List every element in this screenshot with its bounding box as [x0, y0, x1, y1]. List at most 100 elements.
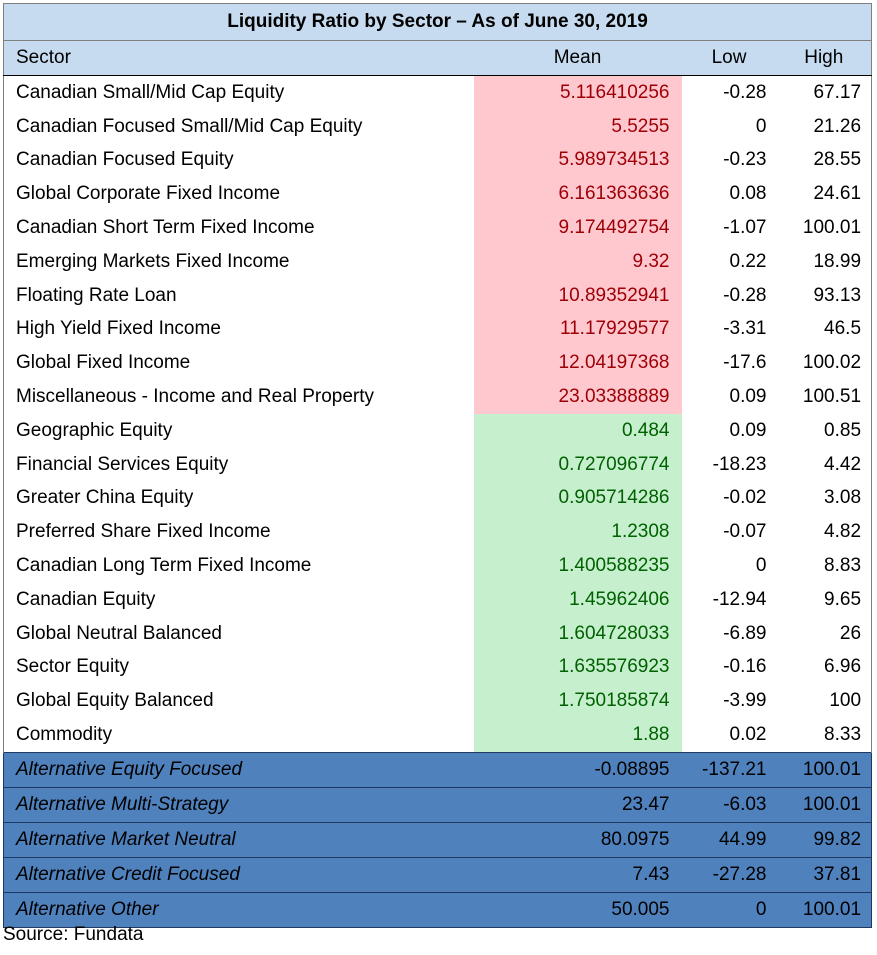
cell-mean: 0.905714286	[473, 481, 682, 516]
table-row: Alternative Other 50.005 0 100.01	[3, 891, 873, 928]
cell-sector: Emerging Markets Fixed Income	[3, 244, 474, 279]
cell-sector: Alternative Credit Focused	[3, 856, 474, 893]
liquidity-table-container: Liquidity Ratio by Sector – As of June 3…	[2, 3, 873, 928]
cell-sector: Canadian Short Term Fixed Income	[3, 211, 474, 245]
table-row: Alternative Multi-Strategy 23.47 -6.03 100.…	[3, 786, 873, 823]
cell-sector: Geographic Equity	[3, 413, 474, 448]
cell-mean: 11.17929577	[473, 312, 682, 347]
cell-low: 0.09	[729, 386, 767, 408]
cell-mean: -0.08895	[473, 751, 682, 788]
cell-sector: Canadian Equity	[3, 582, 474, 617]
table-row: Preferred Share Fixed Income 1.2308 -0.07 4…	[3, 515, 873, 550]
table-row: Emerging Markets Fixed Income 9.32 0.22 18.…	[3, 244, 873, 279]
cell-high: 100.01	[776, 211, 873, 245]
table-row: Commodity 1.88 0.02 8.33	[3, 718, 873, 753]
cell-mean: 23.47	[473, 786, 682, 823]
table-row: Global Equity Balanced 1.750185874 -3.99 10…	[3, 684, 873, 719]
column-header-low: Low	[681, 40, 777, 76]
cell-mean: 9.32	[473, 244, 682, 279]
cell-low: -12.94	[712, 588, 767, 610]
cell-high: 9.65	[776, 582, 873, 617]
table-row: Global Corporate Fixed Income 6.161363636…	[3, 177, 873, 212]
cell-low: -6.89	[723, 622, 767, 644]
cell-mean: 6.161363636	[473, 177, 682, 212]
table-row: Canadian Short Term Fixed Income 9.174492…	[3, 211, 873, 245]
cell-sector: Alternative Equity Focused	[3, 751, 474, 788]
cell-low: 0	[755, 555, 767, 577]
column-header-mean: Mean	[473, 40, 682, 76]
cell-mean: 1.2308	[473, 515, 682, 550]
cell-high: 6.96	[776, 650, 873, 685]
cell-low: -3.31	[723, 318, 767, 340]
cell-mean: 50.005	[473, 891, 682, 928]
cell-low: 44.99	[681, 821, 777, 858]
cell-high: 4.42	[776, 447, 873, 482]
cell-low: -0.07	[723, 521, 767, 543]
cell-low: -3.99	[723, 690, 767, 712]
table-row: Miscellaneous - Income and Real Property…	[3, 380, 873, 414]
cell-low: -137.21	[681, 751, 777, 788]
cell-sector: Alternative Other	[3, 891, 474, 928]
cell-sector: Canadian Focused Equity	[3, 143, 474, 178]
table-row: Greater China Equity 0.905714286 -0.02 3.08	[3, 481, 873, 516]
cell-low: -6.03	[681, 786, 777, 823]
table-row: Canadian Equity 1.45962406 -12.94 9.65	[3, 582, 873, 617]
cell-high: 37.81	[776, 856, 873, 893]
cell-sector: Preferred Share Fixed Income	[3, 515, 474, 550]
cell-sector: Global Corporate Fixed Income	[3, 177, 474, 212]
cell-mean: 1.45962406	[473, 582, 682, 617]
cell-sector: Sector Equity	[3, 650, 474, 685]
table-row: Global Neutral Balanced 1.604728033 -6.89 2…	[3, 616, 873, 651]
cell-mean: 1.750185874	[473, 684, 682, 719]
cell-mean: 0.484	[473, 413, 682, 448]
table-row: Geographic Equity 0.484 0.09 0.85	[3, 413, 873, 448]
cell-mean: 80.0975	[473, 821, 682, 858]
cell-high: 100.01	[776, 751, 873, 788]
cell-mean: 7.43	[473, 856, 682, 893]
cell-high: 67.17	[776, 75, 873, 110]
cell-mean: 1.604728033	[473, 616, 682, 651]
cell-high: 100.51	[776, 380, 873, 414]
cell-low: 0.09	[729, 419, 767, 441]
table-row: Canadian Long Term Fixed Income 1.4005882…	[3, 549, 873, 583]
cell-high: 26	[776, 616, 873, 651]
table-row: Global Fixed Income 12.04197368 -17.6 100.0…	[3, 346, 873, 381]
column-header-sector: Sector	[3, 40, 474, 76]
cell-high: 93.13	[776, 278, 873, 313]
cell-high: 0.85	[776, 413, 873, 448]
cell-high: 3.08	[776, 481, 873, 516]
cell-mean: 5.116410256	[473, 75, 682, 110]
table-body: Canadian Small/Mid Cap Equity 5.116410256…	[3, 75, 873, 928]
cell-high: 4.82	[776, 515, 873, 550]
cell-high: 18.99	[776, 244, 873, 279]
liquidity-ratio-table: Liquidity Ratio by Sector – As of June 3…	[2, 3, 873, 928]
source-note: Source: Fundata	[3, 924, 144, 945]
cell-high: 21.26	[776, 109, 873, 144]
cell-low: 0.22	[729, 250, 767, 272]
cell-sector: Canadian Small/Mid Cap Equity	[3, 75, 474, 110]
table-row: Alternative Equity Focused -0.08895 -137.2…	[3, 751, 873, 788]
cell-sector: Commodity	[3, 718, 474, 753]
cell-sector: Global Neutral Balanced	[3, 616, 474, 651]
cell-sector: Floating Rate Loan	[3, 278, 474, 313]
cell-low: -1.07	[723, 217, 767, 239]
table-row: Sector Equity 1.635576923 -0.16 6.96	[3, 650, 873, 685]
cell-mean: 1.400588235	[473, 549, 682, 583]
cell-mean: 5.989734513	[473, 143, 682, 178]
cell-low: 0.08	[729, 183, 767, 205]
cell-high: 46.5	[776, 312, 873, 347]
cell-low: -0.02	[723, 487, 767, 509]
cell-sector: Alternative Multi-Strategy	[3, 786, 474, 823]
cell-high: 100.01	[776, 891, 873, 928]
table-title: Liquidity Ratio by Sector – As of June 3…	[2, 3, 873, 41]
cell-high: 8.83	[776, 549, 873, 583]
cell-high: 100.01	[776, 786, 873, 823]
cell-low: -0.28	[723, 81, 767, 103]
cell-mean: 23.03388889	[473, 380, 682, 414]
cell-sector: High Yield Fixed Income	[3, 312, 474, 347]
table-title-row: Liquidity Ratio by Sector – As of June 3…	[2, 3, 873, 41]
table-row: Alternative Market Neutral 80.0975 44.99 99…	[3, 821, 873, 858]
cell-sector: Greater China Equity	[3, 481, 474, 516]
column-header-row: Sector Mean Low High	[3, 40, 873, 76]
table-row: Financial Services Equity 0.727096774 -18.…	[3, 447, 873, 482]
